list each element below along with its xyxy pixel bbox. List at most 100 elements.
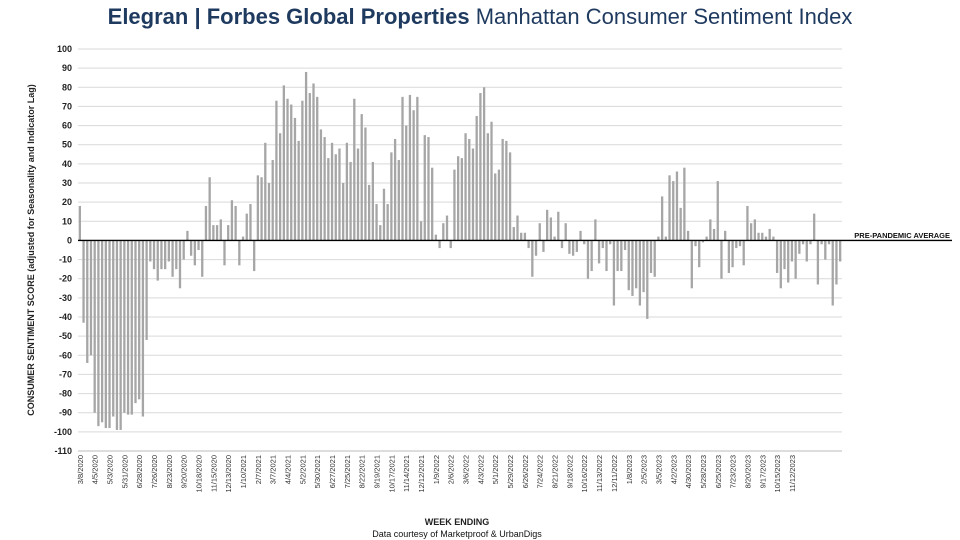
bar <box>115 240 119 430</box>
x-tick-label: 2/5/2023 <box>640 455 649 484</box>
bar <box>646 240 649 319</box>
bar <box>664 236 667 241</box>
bar <box>112 240 115 417</box>
bar <box>126 240 130 415</box>
bar <box>642 240 645 293</box>
bar <box>382 188 386 241</box>
x-tick-label: 7/25/2021 <box>343 455 352 488</box>
y-tick-label: -100 <box>54 427 72 437</box>
bar <box>260 177 263 241</box>
bar <box>612 240 616 306</box>
x-tick-label: 12/12/2021 <box>417 455 426 493</box>
bar <box>531 240 534 277</box>
y-tick-label: 70 <box>62 101 72 111</box>
bar <box>449 240 452 249</box>
bar <box>679 207 682 241</box>
bar <box>705 236 708 241</box>
bar <box>442 223 445 241</box>
bar <box>234 205 237 241</box>
bar <box>208 177 211 241</box>
bar <box>542 240 545 252</box>
bar <box>794 240 797 279</box>
x-tick-label: 3/6/2022 <box>462 455 471 484</box>
x-tick-label: 3/7/2021 <box>269 455 278 484</box>
bar <box>171 240 174 277</box>
bar <box>546 209 549 241</box>
y-tick-label: -40 <box>59 312 72 322</box>
x-tick-label: 11/13/2022 <box>595 455 604 492</box>
bar <box>701 240 705 243</box>
bar <box>267 183 271 241</box>
x-tick-label: 7/23/2023 <box>729 455 738 488</box>
bar <box>479 93 482 241</box>
bar <box>156 240 159 281</box>
x-tick-label: 5/1/2022 <box>491 455 500 484</box>
bar <box>486 133 489 241</box>
bar <box>735 240 738 249</box>
bar <box>746 205 749 241</box>
bar <box>138 240 141 400</box>
bar <box>753 219 756 241</box>
bar <box>501 138 504 241</box>
bar <box>457 156 460 241</box>
bar <box>549 217 553 241</box>
x-tick-label: 4/2/2023 <box>669 455 678 484</box>
x-tick-label: 4/30/2023 <box>684 455 693 488</box>
bar <box>534 240 538 256</box>
bar <box>249 204 252 241</box>
x-tick-label: 11/14/2021 <box>402 455 411 492</box>
bar <box>631 240 634 296</box>
bar <box>627 240 630 291</box>
title-subtitle: Manhattan Consumer Sentiment Index <box>475 4 853 29</box>
bar <box>412 110 415 241</box>
bar <box>364 127 367 241</box>
bar <box>375 204 378 241</box>
bar <box>438 240 441 249</box>
bar <box>805 240 808 262</box>
x-tick-label: 4/3/2022 <box>476 455 485 484</box>
x-tick-label: 12/11/2022 <box>610 455 619 492</box>
bar <box>620 240 623 272</box>
bar <box>160 240 163 270</box>
bar <box>271 160 274 241</box>
bar <box>783 240 786 270</box>
x-tick-label: 5/29/2022 <box>506 455 515 488</box>
bar <box>145 240 148 340</box>
x-tick-label: 9/17/2023 <box>758 455 767 488</box>
bar <box>130 240 133 415</box>
bar <box>379 225 382 241</box>
bar <box>523 232 527 241</box>
bar <box>653 240 656 277</box>
bar <box>527 240 530 249</box>
bar <box>816 240 820 285</box>
bar <box>668 175 671 241</box>
bar <box>419 221 423 241</box>
bar <box>319 129 323 241</box>
bar <box>727 240 731 273</box>
bar <box>360 114 363 241</box>
bar <box>464 133 467 241</box>
bar <box>505 140 508 241</box>
bar <box>204 205 208 241</box>
bar <box>423 135 426 241</box>
x-tick-label: 1/10/2021 <box>239 455 248 488</box>
x-tick-label: 3/8/2020 <box>76 455 85 484</box>
bar <box>345 142 349 241</box>
bar <box>193 240 196 266</box>
bar <box>89 240 93 356</box>
y-tick-label: 0 <box>67 235 72 245</box>
bar <box>178 240 182 289</box>
x-tick-label: 2/7/2021 <box>254 455 263 484</box>
x-tick-label: 4/5/2020 <box>91 455 100 484</box>
bar <box>690 240 693 289</box>
bar <box>471 148 475 241</box>
x-tick-label: 10/15/2023 <box>773 455 782 493</box>
bar <box>245 213 248 241</box>
x-tick-label: 5/31/2020 <box>120 455 129 488</box>
x-tick-label: 7/24/2022 <box>536 455 545 488</box>
bar <box>712 228 716 241</box>
bar <box>434 234 438 241</box>
bar <box>164 240 167 270</box>
bar <box>813 213 816 241</box>
bar <box>82 240 85 323</box>
